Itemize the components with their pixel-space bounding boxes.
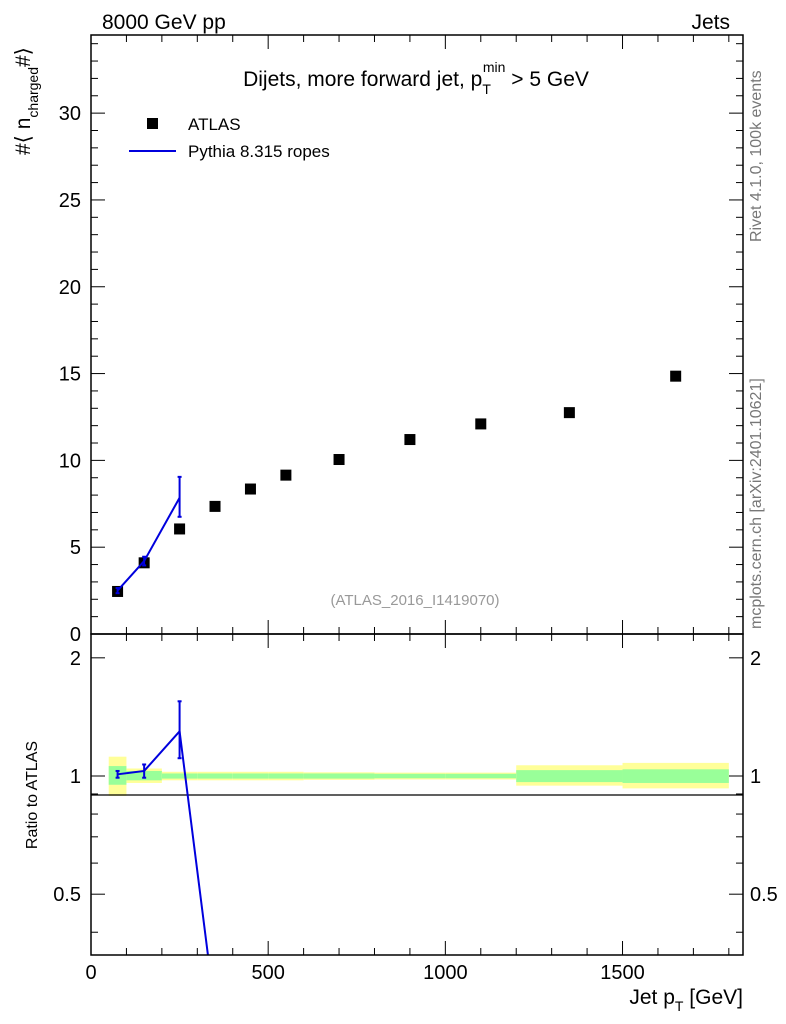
atlas-data-point (333, 454, 345, 466)
atlas-data-point (209, 500, 221, 512)
ylabel-sub: charged (25, 67, 41, 118)
ratio-band-inner (268, 773, 304, 779)
x-axis-label-sub: T (675, 998, 684, 1014)
xtick-labels: 0 500 1000 1500 (85, 962, 644, 984)
main-title: Dijets, more forward jet, pTmin > 5 GeV (243, 59, 589, 97)
pythia-line (116, 497, 181, 592)
legend: ATLAS Pythia 8.315 ropes (129, 115, 330, 161)
atlas-data-point (244, 483, 256, 495)
ratio-band-inner (374, 773, 446, 779)
xtick-label: 0 (85, 962, 96, 984)
x-axis-label-rest: [GeV] (683, 986, 743, 1009)
ylabel-hash-1: # (12, 143, 35, 155)
rivet-label: Rivet 4.1.0, 100k events (748, 70, 765, 242)
main-ytick-labels: 0 5 10 15 20 25 30 (59, 103, 81, 646)
ylabel-bracket: ⟩ (12, 47, 35, 55)
main-title-sup: min (483, 59, 506, 75)
ratio-ytick-label-left: 1 (70, 766, 81, 788)
main-ytick-label: 20 (59, 277, 81, 299)
main-ytick-label: 15 (59, 364, 81, 386)
x-axis-label: Jet pT [GeV] (629, 986, 743, 1014)
xtick-label: 500 (251, 962, 284, 984)
svg-text:#⟨ ncharged#⟩: #⟨ ncharged#⟩ (12, 47, 41, 155)
header-left-label: 8000 GeV pp (102, 11, 226, 34)
ratio-ytick-label-left: 2 (70, 648, 81, 670)
xtick-label: 1500 (600, 962, 645, 984)
ratio-panel: 0.5 0.5 1 1 2 2 0 500 1000 1500 Ratio to ATLAS J… (24, 633, 778, 1014)
atlas-data-point (670, 370, 682, 382)
x-axis-label-main: Jet p (629, 986, 675, 1009)
atlas-data-point (280, 469, 292, 481)
ratio-ylabel: Ratio to ATLAS (24, 741, 41, 849)
watermark: (ATLAS_2016_I1419070) (330, 592, 499, 609)
atlas-data-point (174, 523, 186, 535)
ratio-ytick-label-left: 0.5 (53, 884, 81, 906)
legend-atlas-label: ATLAS (188, 115, 241, 134)
main-ytick-label: 30 (59, 103, 81, 125)
mcplots-label: mcplots.cern.ch [arXiv:2401.10621] (748, 378, 765, 629)
main-ytick-label: 5 (70, 537, 81, 559)
ratio-ytick-label-right: 0.5 (750, 884, 778, 906)
main-axis-ticks (90, 35, 743, 635)
main-ytick-label: 0 (70, 624, 81, 646)
atlas-data-point (475, 418, 487, 430)
ratio-frame (90, 633, 744, 956)
legend-atlas-marker (147, 118, 158, 129)
ratio-band-inner (161, 773, 198, 779)
ratio-axis-ticks (90, 634, 743, 955)
main-series-layer (112, 370, 682, 597)
ratio-band-inner (232, 773, 269, 779)
ratio-pythia-line (117, 728, 209, 956)
main-ytick-label: 10 (59, 450, 81, 472)
main-title-rest: > 5 GeV (505, 68, 588, 91)
ratio-band-inner (516, 770, 623, 783)
main-title-text: Dijets, more forward jet, p (243, 68, 482, 91)
main-ytick-label: 25 (59, 190, 81, 212)
header-right-label: Jets (691, 11, 730, 34)
ratio-band-inner (303, 773, 375, 779)
ylabel-hash-2: # (12, 55, 35, 67)
ratio-ytick-label-right: 1 (750, 766, 761, 788)
ratio-band-inner (197, 773, 233, 779)
ylabel-n: ⟨ n (12, 118, 35, 144)
atlas-data-point (563, 407, 575, 419)
ratio-ytick-labels: 0.5 0.5 1 1 2 2 (53, 648, 778, 906)
xtick-label: 1000 (423, 962, 468, 984)
ratio-band-inner (622, 769, 729, 783)
main-panel: 0 5 10 15 20 25 30 Dijets, more forward jet, p… (12, 34, 744, 646)
ratio-series-layer (115, 700, 209, 956)
atlas-data-point (404, 434, 416, 446)
main-title-sub: T (482, 81, 491, 97)
ratio-bands (108, 756, 729, 796)
legend-pythia-label: Pythia 8.315 ropes (188, 142, 330, 161)
main-ylabel: #⟨ ncharged#⟩ (12, 47, 41, 155)
ratio-band-inner (445, 773, 517, 779)
ratio-ytick-label-right: 2 (750, 648, 761, 670)
